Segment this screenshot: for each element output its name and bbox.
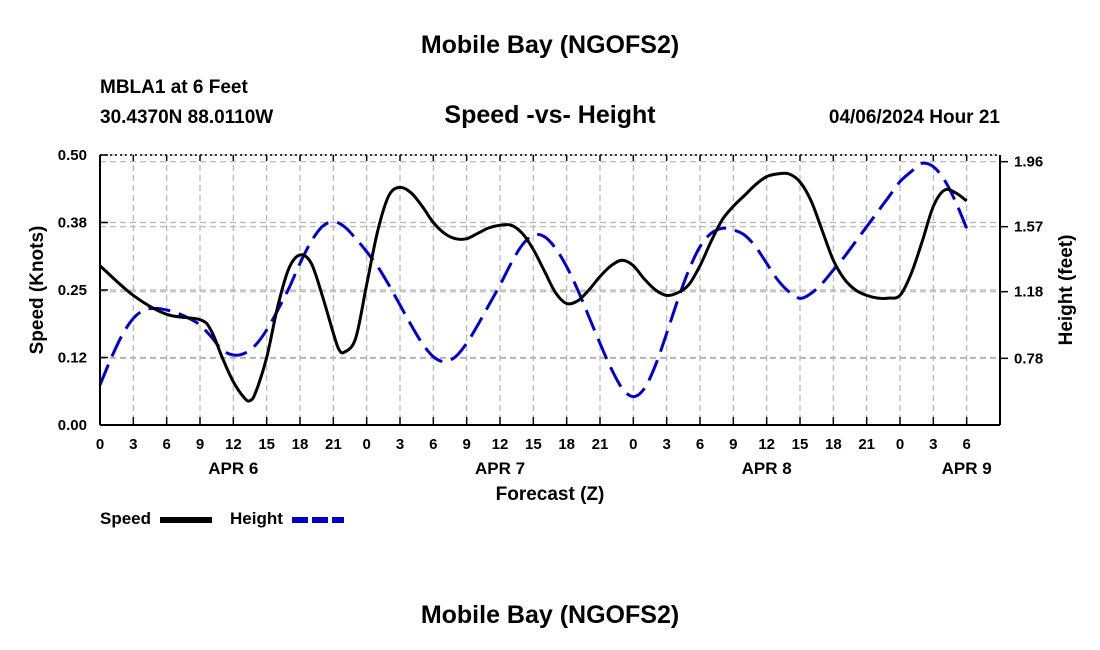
axis-labels: 0 3 6 9 12 15 18 21 0 3 6 9 12 15 18 21 0 3 6 9 12 15 18 21 0 3 6 A…	[27, 147, 1077, 505]
x-tick-label: 18	[292, 436, 309, 453]
x-tick-label: 0	[896, 436, 904, 453]
y2-tick-label: 1.57	[1014, 219, 1043, 236]
x-tick-label: 21	[325, 436, 342, 453]
x-tick-label: 18	[825, 436, 842, 453]
station-coordinates: 30.4370N 88.0110W	[100, 107, 274, 128]
legend-height-swatch	[292, 517, 344, 523]
x-tick-label: 6	[962, 436, 970, 453]
x-tick-label: 6	[696, 436, 704, 453]
footer-title: Mobile Bay (NGOFS2)	[420, 601, 680, 629]
x-tick-label: 18	[558, 436, 575, 453]
x-tick-label: 12	[492, 436, 509, 453]
x-tick-label: 0	[96, 436, 104, 453]
x-tick-label: 3	[129, 436, 137, 453]
x-tick-label: 0	[362, 436, 370, 453]
x-tick-label: 3	[396, 436, 404, 453]
x-tick-label: 3	[929, 436, 937, 453]
x-tick-label: 3	[662, 436, 670, 453]
main-title: Mobile Bay (NGOFS2)	[420, 31, 680, 59]
y-tick-label: 0.38	[58, 215, 87, 232]
plot-frame	[99, 154, 1001, 426]
series	[98, 161, 969, 403]
x-tick-label: 21	[858, 436, 875, 453]
x-tick-label: 15	[792, 436, 809, 453]
y-tick-label: 0.50	[58, 147, 87, 164]
date-label: APR 6	[208, 459, 258, 478]
x-tick-label: 6	[162, 436, 170, 453]
chart-title: Speed -vs- Height	[444, 101, 656, 129]
y-tick-label: 0.00	[58, 417, 87, 434]
y-axis-title: Speed (Knots)	[27, 226, 48, 355]
series-line-height	[98, 161, 969, 399]
y-tick-label: 0.12	[58, 350, 87, 367]
series-line-speed	[99, 171, 968, 403]
legend-speed-swatch	[160, 517, 212, 523]
x-tick-label: 21	[592, 436, 609, 453]
x-tick-label: 12	[758, 436, 775, 453]
date-label: APR 7	[475, 459, 525, 478]
y-tick-label: 0.25	[58, 282, 87, 299]
legend-height-label: Height	[230, 509, 283, 528]
y2-tick-label: 0.78	[1014, 350, 1043, 367]
y2-tick-label: 1.18	[1014, 284, 1043, 301]
x-tick-label: 15	[525, 436, 542, 453]
x-tick-label: 9	[462, 436, 470, 453]
x-tick-label: 9	[729, 436, 737, 453]
axis-ticks	[99, 154, 1008, 426]
x-axis-title: Forecast (Z)	[496, 484, 605, 505]
y2-tick-label: 1.96	[1014, 154, 1043, 171]
y2-axis-title: Height (feet)	[1056, 235, 1077, 346]
date-label: APR 9	[942, 459, 992, 478]
x-tick-label: 15	[258, 436, 275, 453]
x-tick-label: 9	[196, 436, 204, 453]
date-label: APR 8	[742, 459, 792, 478]
x-tick-label: 12	[225, 436, 242, 453]
forecast-datetime: 04/06/2024 Hour 21	[828, 107, 1000, 128]
x-tick-label: 0	[629, 436, 637, 453]
legend-speed-label: Speed	[100, 509, 152, 528]
station-label: MBLA1 at 6 Feet	[100, 77, 248, 98]
x-tick-label: 6	[429, 436, 437, 453]
